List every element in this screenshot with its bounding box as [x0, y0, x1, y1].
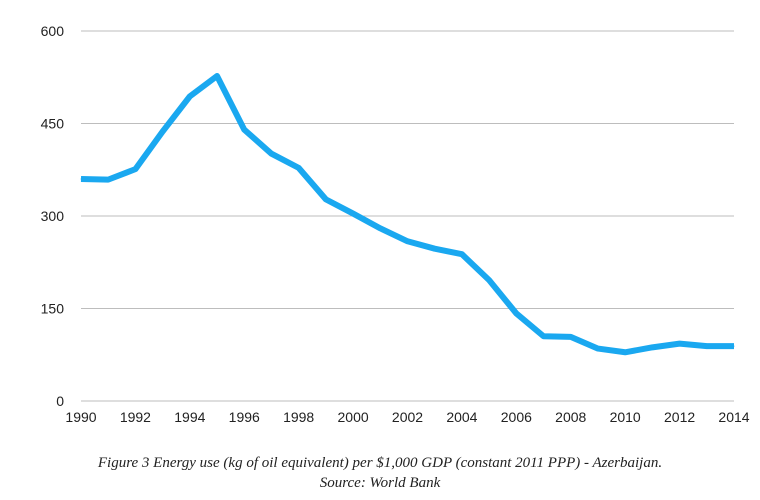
x-tick-label: 2000: [338, 409, 369, 425]
figure-caption: Figure 3 Energy use (kg of oil equivalen…: [0, 453, 760, 493]
data-point: [243, 129, 245, 131]
data-point: [651, 346, 653, 348]
line-chart: 0 150 300 450 600 1990 1992 1994 1996 1998 2000 20…: [41, 23, 750, 425]
data-point: [488, 279, 490, 281]
x-tick-label: 1994: [174, 409, 205, 425]
x-tick-label: 1990: [65, 409, 96, 425]
data-point: [624, 351, 626, 353]
x-tick-label: 2008: [555, 409, 586, 425]
data-point: [80, 178, 82, 180]
x-tick-label: 1992: [120, 409, 151, 425]
data-point: [298, 167, 300, 169]
x-tick-label: 2012: [664, 409, 695, 425]
series-line: [80, 73, 734, 356]
y-tick-label: 150: [41, 301, 65, 317]
gridlines: [81, 30, 734, 402]
data-series: [80, 73, 735, 356]
data-point: [107, 179, 109, 181]
x-tick-label: 2004: [446, 409, 477, 425]
data-point: [706, 345, 708, 347]
data-point: [515, 312, 517, 314]
data-point: [461, 253, 463, 255]
y-tick-label: 0: [56, 393, 64, 409]
data-point: [352, 213, 354, 215]
x-tick-label: 2002: [392, 409, 423, 425]
data-point: [434, 248, 436, 250]
x-tick-label: 2014: [718, 409, 749, 425]
y-axis-tick-labels: 0 150 300 450 600: [41, 23, 65, 409]
y-tick-label: 450: [41, 116, 65, 132]
y-tick-label: 300: [41, 208, 65, 224]
data-point: [597, 348, 599, 350]
data-point: [189, 95, 191, 97]
caption-line-1: Figure 3 Energy use (kg of oil equivalen…: [97, 455, 663, 471]
data-point: [679, 343, 681, 345]
data-point: [379, 227, 381, 229]
x-tick-label: 1998: [283, 409, 314, 425]
caption-line-2: Source: World Bank: [319, 475, 441, 491]
data-point: [134, 168, 136, 170]
data-point: [570, 336, 572, 338]
data-point: [733, 345, 735, 347]
x-tick-label: 2006: [501, 409, 532, 425]
x-tick-label: 1996: [229, 409, 260, 425]
data-point: [270, 153, 272, 155]
data-point: [407, 240, 408, 242]
x-tick-label: 2010: [610, 409, 641, 425]
data-point: [543, 335, 545, 337]
data-point: [216, 75, 218, 77]
y-tick-label: 600: [41, 23, 65, 39]
x-axis-tick-labels: 1990 1992 1994 1996 1998 2000 2002 2004 2006 2008…: [65, 409, 749, 425]
data-point: [162, 131, 164, 133]
data-point: [325, 198, 327, 200]
